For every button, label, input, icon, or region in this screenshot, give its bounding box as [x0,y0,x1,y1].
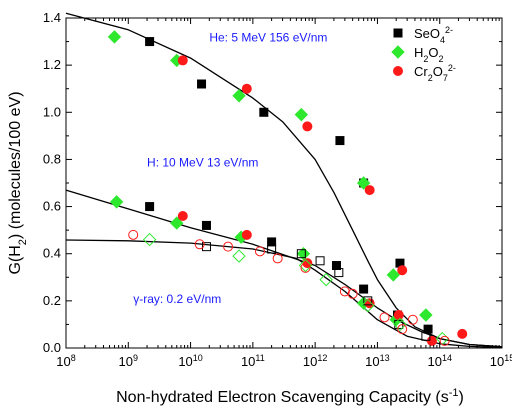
data-point [334,268,344,278]
data-point [232,249,246,263]
data-point [364,185,375,196]
data-point [397,265,408,276]
x-tick-label: 1014 [427,353,451,369]
data-point [331,261,341,270]
annotation: γ-ray: 0.2 eV/nm [133,292,221,306]
data-point [145,37,155,47]
data-point [393,310,404,320]
data-point [426,335,437,346]
data-point [241,83,252,94]
data-point [423,324,433,334]
x-tick-label: 1012 [303,353,327,369]
fit-curve [65,239,503,349]
data-point [397,324,408,335]
data-point [319,272,333,287]
data-point [142,232,157,247]
annotation: H: 10 MeV 13 eV/nm [147,156,258,170]
data-point [128,229,139,240]
legend-label: H2O2 [414,45,444,64]
data-point [419,308,433,322]
data-point [232,89,246,103]
x-tick-label: 109 [119,353,138,369]
data-point [356,176,371,190]
data-point [107,30,122,44]
data-point [339,286,350,297]
y-tick-label: 0.6 [43,199,61,214]
data-point [259,107,269,117]
x-tick-label: 1015 [490,353,512,369]
y-tick-label: 0.4 [43,246,61,261]
y-tick-label: 1.2 [43,57,61,72]
data-point [201,242,211,252]
legend-marker [391,45,405,59]
x-axis-title: Non-hydrated Electron Scavenging Capacit… [116,387,464,406]
data-point [315,256,325,266]
data-point [254,246,265,257]
data-point [145,202,155,212]
data-point [335,136,345,146]
data-point [296,249,306,259]
data-point [302,121,313,132]
data-point [296,247,311,261]
data-point [439,335,450,346]
data-point [177,211,188,221]
data-point [407,314,418,325]
data-point [109,195,124,209]
data-point [363,296,373,306]
data-point [272,253,283,264]
y-tick-label: 0.2 [43,293,61,308]
y-tick-label: 1.0 [43,104,61,119]
data-point [197,79,207,89]
data-point [177,55,188,66]
data-points [107,30,468,346]
data-point [300,262,311,273]
data-point [241,229,252,240]
fit-curve [65,12,503,348]
data-point [386,268,401,282]
data-point [194,239,205,250]
data-point [457,328,468,339]
data-point [201,220,211,230]
x-tick-label: 1010 [178,353,202,369]
axes: 108 109 1010 1011 1012 1013 1014 1015 0.0 0.2 0.4 0… [43,10,512,369]
data-point [170,216,184,230]
x-tick-label: 1011 [241,353,265,369]
data-point [359,284,369,294]
annotation: He: 5 MeV 156 eV/nm [209,31,327,45]
data-point [421,331,431,341]
y-tick-label: 0.8 [43,151,61,166]
y-tick-label: 0.0 [43,340,61,355]
data-point [361,298,375,313]
fit-curve [65,189,503,348]
y-axis-title: G(H2) (molecules/100 eV) [7,91,29,274]
data-point [294,107,309,122]
legend-label: Cr2O72- [414,63,456,83]
annotations: He: 5 MeV 156 eV/nm H: 10 MeV 13 eV/nm γ-r… [133,31,327,307]
legend-marker [393,28,403,38]
x-tick-label: 108 [56,353,75,369]
data-point [267,244,277,254]
data-point [267,237,277,247]
data-point [393,317,407,332]
data-point [223,241,234,252]
legend-marker [393,66,403,76]
y-tick-label: 1.4 [43,10,61,25]
data-point [298,258,313,273]
data-point [347,288,358,299]
data-point [379,312,390,323]
legend-label: SeO42- [414,25,453,45]
x-tick-label: 1013 [365,353,389,369]
